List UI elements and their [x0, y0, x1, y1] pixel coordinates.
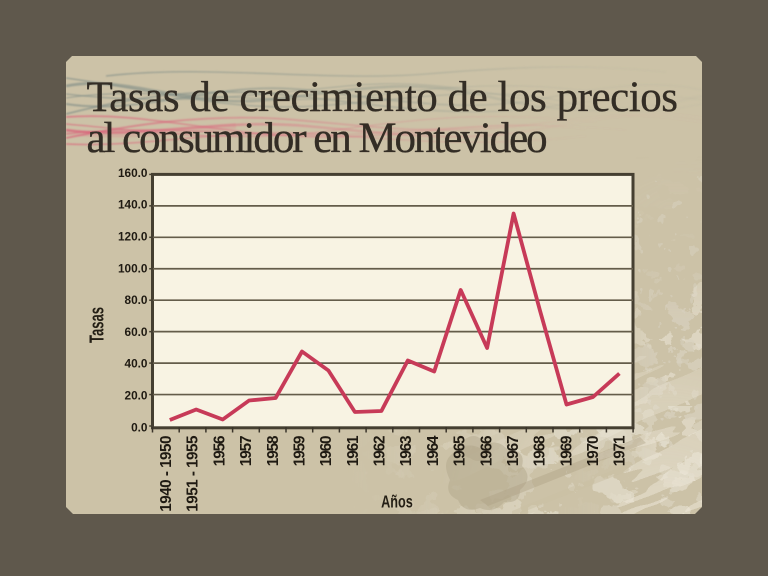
svg-text:1967: 1967: [505, 436, 522, 467]
svg-text:1969: 1969: [558, 436, 575, 467]
svg-text:80.0: 80.0: [125, 293, 148, 307]
svg-text:1963: 1963: [398, 436, 415, 467]
svg-text:100.0: 100.0: [118, 261, 148, 275]
svg-text:60.0: 60.0: [125, 325, 148, 339]
svg-text:1965: 1965: [452, 435, 469, 466]
svg-text:1959: 1959: [292, 436, 309, 467]
svg-text:1951 - 1955: 1951 - 1955: [185, 435, 202, 512]
svg-text:1956: 1956: [211, 436, 228, 467]
svg-text:120.0: 120.0: [118, 230, 148, 244]
svg-text:20.0: 20.0: [125, 389, 148, 403]
svg-text:1958: 1958: [265, 435, 282, 466]
svg-text:1957: 1957: [238, 436, 255, 467]
svg-text:Tasas: Tasas: [86, 307, 108, 343]
svg-text:1968: 1968: [532, 435, 549, 466]
svg-text:1961: 1961: [345, 435, 362, 466]
svg-text:1966: 1966: [478, 436, 495, 467]
svg-text:40.0: 40.0: [125, 357, 148, 371]
svg-text:0.0: 0.0: [131, 420, 148, 434]
svg-text:1971: 1971: [612, 435, 629, 466]
svg-text:160.0: 160.0: [118, 166, 148, 180]
svg-text:1940 - 1950: 1940 - 1950: [158, 436, 175, 512]
svg-text:Años: Años: [381, 491, 413, 511]
svg-text:1970: 1970: [585, 436, 602, 467]
svg-text:140.0: 140.0: [118, 198, 148, 212]
svg-text:1962: 1962: [372, 436, 389, 467]
svg-text:1964: 1964: [425, 435, 442, 466]
svg-text:1960: 1960: [318, 436, 335, 467]
